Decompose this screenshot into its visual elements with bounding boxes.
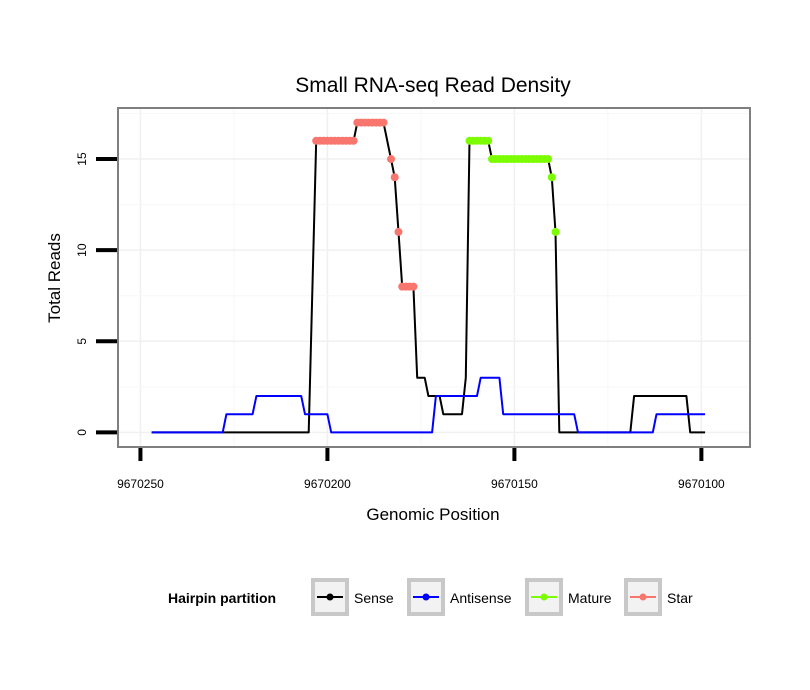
point-mature — [484, 136, 493, 145]
legend-key-point — [639, 593, 647, 601]
legend-label-antisense: Antisense — [450, 590, 512, 606]
y-axis-title: Total Reads — [45, 233, 64, 323]
point-mature — [551, 227, 560, 236]
x-axis-title: Genomic Position — [366, 505, 499, 524]
series-line-antisense — [151, 376, 706, 434]
point-star — [379, 118, 388, 127]
y-tick-label: 10 — [75, 243, 89, 257]
legend-key-point — [422, 593, 430, 601]
plot-border — [117, 107, 751, 448]
legend-key-point — [540, 593, 548, 601]
x-tick-label: 9670100 — [678, 477, 725, 491]
y-tick-label: 5 — [75, 338, 89, 345]
legend-label-mature: Mature — [568, 590, 612, 606]
point-star — [409, 282, 418, 291]
x-tick-label: 9670200 — [304, 477, 351, 491]
plot-panel — [118, 108, 750, 447]
point-mature — [544, 155, 553, 164]
x-tick-label: 9670150 — [491, 477, 538, 491]
point-star — [386, 155, 395, 164]
chart-title: Small RNA-seq Read Density — [295, 74, 571, 97]
legend: Hairpin partition Sense Antisense Mature St… — [168, 578, 693, 616]
legend-label-sense: Sense — [354, 590, 394, 606]
series-layer — [151, 118, 706, 434]
axis-ticks: 9670250 9670200 9670150 9670100 0 5 10 15 — [75, 152, 725, 491]
point-star — [349, 136, 358, 145]
y-tick-label: 0 — [75, 429, 89, 436]
point-star — [390, 173, 399, 182]
legend-title: Hairpin partition — [168, 590, 276, 606]
legend-label-star: Star — [667, 590, 693, 606]
point-star — [394, 227, 403, 236]
y-tick-label: 15 — [75, 152, 89, 166]
x-tick-label: 9670250 — [117, 477, 164, 491]
point-mature — [547, 173, 556, 182]
legend-key-point — [326, 593, 334, 601]
